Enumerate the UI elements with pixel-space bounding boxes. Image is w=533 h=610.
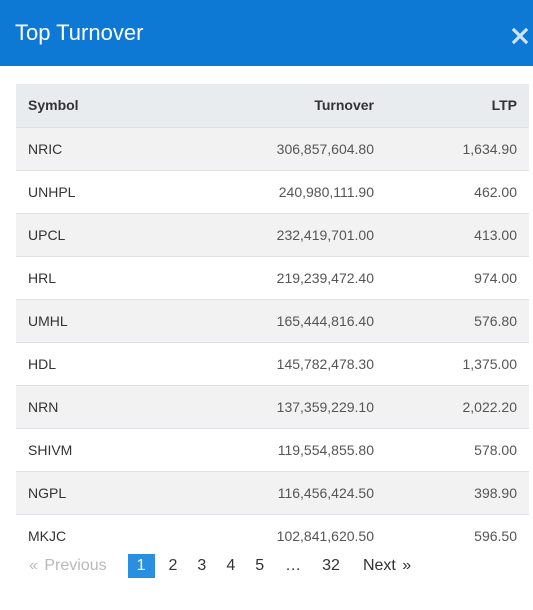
close-icon bbox=[511, 27, 529, 45]
previous-label: Previous bbox=[44, 557, 107, 574]
turnover-cell: 137,359,229.10 bbox=[196, 384, 386, 428]
symbol-cell: MKJC bbox=[16, 513, 196, 544]
pagination: « Previous 1 2 3 4 5 … 32 Next » bbox=[20, 553, 420, 579]
modal-title: Top Turnover bbox=[15, 20, 144, 45]
symbol-cell: UMHL bbox=[16, 298, 196, 342]
turnover-cell: 232,419,701.00 bbox=[196, 212, 386, 256]
turnover-cell: 102,841,620.50 bbox=[196, 513, 386, 544]
turnover-cell: 306,857,604.80 bbox=[196, 126, 386, 170]
symbol-cell: SHIVM bbox=[16, 427, 196, 471]
modal-header: Top Turnover bbox=[0, 0, 533, 66]
page-5-button[interactable]: 5 bbox=[255, 557, 265, 574]
table-row[interactable]: UPCL 232,419,701.00 413.00 bbox=[16, 212, 529, 256]
page-32-button[interactable]: 32 bbox=[322, 557, 340, 574]
symbol-cell: UPCL bbox=[16, 212, 196, 256]
table-row[interactable]: NRN 137,359,229.10 2,022.20 bbox=[16, 384, 529, 428]
symbol-cell: NRIC bbox=[16, 126, 196, 170]
next-page-button[interactable]: Next » bbox=[356, 554, 420, 578]
table-row[interactable]: HDL 145,782,478.30 1,375.00 bbox=[16, 341, 529, 385]
ltp-cell: 576.80 bbox=[386, 298, 529, 342]
table-row[interactable]: SHIVM 119,554,855.80 578.00 bbox=[16, 427, 529, 471]
page-1-button[interactable]: 1 bbox=[127, 554, 155, 578]
symbol-cell: NGPL bbox=[16, 470, 196, 514]
table-row[interactable]: UMHL 165,444,816.40 576.80 bbox=[16, 298, 529, 342]
double-chevron-left-icon: « bbox=[29, 557, 38, 574]
turnover-cell: 119,554,855.80 bbox=[196, 427, 386, 471]
symbol-cell: HRL bbox=[16, 255, 196, 299]
ltp-cell: 1,634.90 bbox=[386, 126, 529, 170]
page-3-button[interactable]: 3 bbox=[197, 557, 207, 574]
double-chevron-right-icon: » bbox=[402, 557, 412, 574]
symbol-cell: HDL bbox=[16, 341, 196, 385]
previous-page-button[interactable]: « Previous bbox=[20, 554, 114, 578]
page-2-button[interactable]: 2 bbox=[168, 557, 178, 574]
pagination-ellipsis: … bbox=[285, 557, 302, 574]
ltp-cell: 974.00 bbox=[386, 255, 529, 299]
symbol-cell: NRN bbox=[16, 384, 196, 428]
ltp-cell: 1,375.00 bbox=[386, 341, 529, 385]
turnover-cell: 219,239,472.40 bbox=[196, 255, 386, 299]
table-header-row: Symbol Turnover LTP bbox=[16, 84, 529, 128]
turnover-cell: 116,456,424.50 bbox=[196, 470, 386, 514]
turnover-cell: 145,782,478.30 bbox=[196, 341, 386, 385]
close-button[interactable] bbox=[507, 18, 533, 48]
column-header-turnover[interactable]: Turnover bbox=[196, 84, 386, 128]
turnover-table-container: Symbol Turnover LTP NRIC 306,857,604.80 1,… bbox=[16, 84, 529, 544]
turnover-cell: 240,980,111.90 bbox=[196, 169, 386, 213]
page-4-button[interactable]: 4 bbox=[226, 557, 236, 574]
column-header-symbol[interactable]: Symbol bbox=[16, 84, 196, 128]
ltp-cell: 2,022.20 bbox=[386, 384, 529, 428]
ltp-cell: 398.90 bbox=[386, 470, 529, 514]
turnover-cell: 165,444,816.40 bbox=[196, 298, 386, 342]
ltp-cell: 462.00 bbox=[386, 169, 529, 213]
ltp-cell: 413.00 bbox=[386, 212, 529, 256]
table-row[interactable]: MKJC 102,841,620.50 596.50 bbox=[16, 513, 529, 544]
table-row[interactable]: NRIC 306,857,604.80 1,634.90 bbox=[16, 126, 529, 170]
table-row[interactable]: HRL 219,239,472.40 974.00 bbox=[16, 255, 529, 299]
table-body: NRIC 306,857,604.80 1,634.90 UNHPL 240,980,1… bbox=[16, 126, 529, 544]
ltp-cell: 578.00 bbox=[386, 427, 529, 471]
table-row[interactable]: UNHPL 240,980,111.90 462.00 bbox=[16, 169, 529, 213]
table-row[interactable]: NGPL 116,456,424.50 398.90 bbox=[16, 470, 529, 514]
next-label: Next bbox=[362, 557, 396, 574]
turnover-table: Symbol Turnover LTP NRIC 306,857,604.80 1,… bbox=[16, 84, 529, 544]
symbol-cell: UNHPL bbox=[16, 169, 196, 213]
column-header-ltp[interactable]: LTP bbox=[386, 84, 529, 128]
ltp-cell: 596.50 bbox=[386, 513, 529, 544]
